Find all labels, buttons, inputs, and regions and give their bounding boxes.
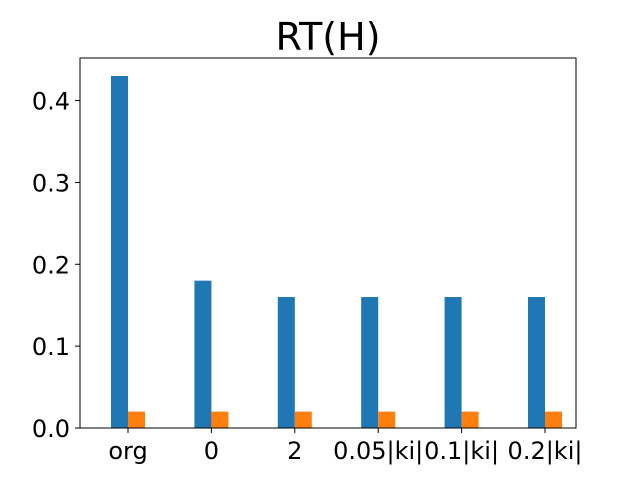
bar-series1-2 bbox=[277, 297, 295, 428]
y-tick-label: 0.3 bbox=[32, 169, 70, 197]
bar-series1-5 bbox=[528, 297, 545, 428]
chart-title: RT(H) bbox=[275, 15, 380, 59]
bar-series1-1 bbox=[194, 280, 212, 428]
bar-series2-5 bbox=[545, 411, 562, 428]
x-tick-label: 0 bbox=[204, 437, 219, 465]
bar-series1-4 bbox=[444, 297, 462, 428]
bar-series1-3 bbox=[361, 297, 379, 428]
x-tick-label: 0.05|ki| bbox=[333, 437, 423, 465]
x-axis: org 0 2 0.05|ki| 0.1|ki| 0.2|ki| bbox=[108, 428, 582, 465]
y-axis: 0.0 0.1 0.2 0.3 0.4 bbox=[32, 88, 80, 443]
x-tick-label: 2 bbox=[287, 437, 302, 465]
y-tick-label: 0.4 bbox=[32, 88, 70, 116]
plot-frame bbox=[79, 57, 577, 429]
x-tick-label: org bbox=[108, 437, 147, 465]
bar-series2-4 bbox=[461, 411, 479, 428]
y-tick-label: 0.1 bbox=[32, 333, 70, 361]
bar-series1-0 bbox=[111, 76, 128, 428]
bar-series2-1 bbox=[211, 411, 229, 428]
bar-series2-3 bbox=[378, 411, 396, 428]
y-tick-label: 0.0 bbox=[32, 415, 70, 443]
x-tick-label: 0.2|ki| bbox=[508, 437, 583, 465]
bar-series2-0 bbox=[128, 411, 145, 428]
x-tick-label: 0.1|ki| bbox=[424, 437, 499, 465]
bars-layer bbox=[111, 76, 562, 428]
bar-series2-2 bbox=[294, 411, 312, 428]
y-tick-label: 0.2 bbox=[32, 251, 70, 279]
